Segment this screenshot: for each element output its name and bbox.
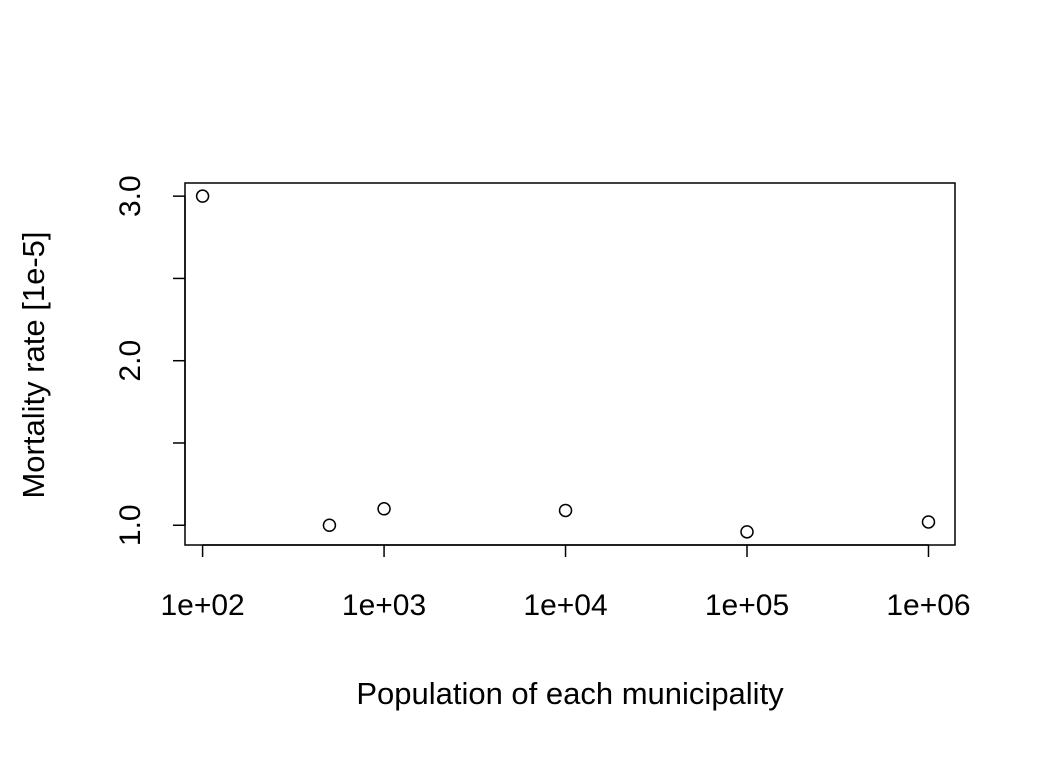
y-axis-title: Mortality rate [1e-5] (16, 231, 51, 498)
x-tick-label: 1e+04 (523, 589, 607, 622)
data-point (377, 502, 391, 516)
data-points (195, 189, 936, 539)
x-tick-label: 1e+06 (886, 589, 970, 622)
y-tick-label: 1.0 (114, 504, 147, 546)
data-point (921, 515, 936, 529)
data-point (322, 518, 337, 533)
x-axis: 1e+02 1e+03 1e+04 1e+05 1e+06 (160, 544, 971, 622)
data-point (558, 503, 573, 518)
data-point (195, 189, 210, 203)
y-axis: 1.0 2.0 3.0 (114, 175, 186, 546)
x-axis-title: Population of each municipality (356, 676, 784, 711)
y-tick-label: 3.0 (114, 175, 147, 217)
data-point (740, 525, 754, 539)
y-tick-label: 2.0 (114, 340, 147, 382)
plot-box (184, 182, 956, 546)
x-tick-label: 1e+03 (342, 589, 426, 622)
x-tick-label: 1e+05 (705, 589, 789, 622)
x-tick-label: 1e+02 (160, 589, 244, 622)
